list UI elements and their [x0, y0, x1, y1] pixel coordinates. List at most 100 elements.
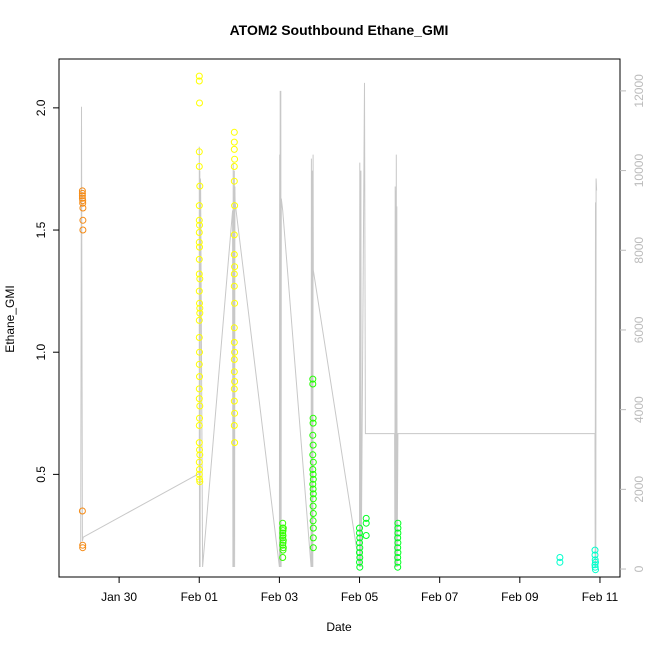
data-point [279, 529, 287, 537]
data-point [230, 338, 238, 346]
x-tick-label: Feb 05 [341, 590, 379, 604]
data-point [195, 202, 203, 210]
data-point [356, 549, 363, 557]
data-point [230, 145, 238, 153]
data-point [78, 507, 86, 515]
data-point [279, 527, 287, 535]
data-point [196, 466, 203, 473]
data-point [356, 554, 364, 561]
data-point [394, 554, 402, 561]
data-point [79, 199, 87, 207]
data-point [230, 422, 238, 429]
y2-tick-label: 4000 [632, 396, 646, 423]
data-point [591, 546, 599, 554]
data-point [309, 475, 317, 483]
y-tick-label: 1.5 [34, 221, 48, 238]
data-point [309, 485, 317, 493]
data-points [78, 72, 599, 574]
data-point [230, 368, 238, 376]
data-point [591, 556, 599, 564]
data-point [196, 99, 203, 107]
data-point [309, 544, 317, 552]
data-point [230, 163, 238, 170]
data-point [79, 541, 87, 549]
data-point [309, 480, 317, 488]
data-point [592, 566, 599, 574]
data-point [394, 563, 402, 571]
data-point [196, 221, 203, 229]
data-point [195, 458, 203, 466]
data-point [279, 554, 287, 561]
data-point [195, 270, 203, 278]
data-point [78, 187, 86, 195]
data-point [591, 561, 599, 569]
data-point [309, 451, 317, 459]
data-point [394, 539, 402, 547]
data-point [231, 409, 239, 417]
x-tick-label: Feb 11 [582, 590, 619, 604]
data-point [195, 148, 203, 156]
y2-tick-label: 8000 [632, 237, 646, 264]
data-point [196, 309, 204, 317]
data-point [195, 163, 203, 170]
data-point [309, 375, 317, 383]
data-point [196, 373, 203, 381]
y2-tick-label: 6000 [632, 316, 646, 343]
data-point [309, 431, 317, 439]
y2-tick-label: 2000 [632, 476, 646, 503]
data-point [309, 510, 317, 517]
data-point [195, 287, 203, 295]
data-point [230, 385, 238, 393]
x-tick-label: Feb 07 [421, 590, 459, 604]
data-point [195, 229, 203, 236]
data-point [394, 534, 402, 542]
data-point [195, 360, 203, 368]
data-point [309, 524, 317, 532]
data-point [195, 385, 203, 393]
data-point [309, 517, 317, 525]
y-axis-right: 0 2000 4000 6000 8000 10000 12000 [620, 74, 646, 572]
data-point [230, 282, 238, 290]
data-point [556, 558, 564, 566]
x-tick-label: Jan 30 [101, 590, 137, 604]
data-point [230, 177, 238, 185]
data-point [356, 539, 363, 547]
data-point [231, 202, 239, 210]
data-point [230, 270, 238, 278]
plot-frame [58, 58, 621, 578]
data-point [230, 231, 238, 239]
data-point [79, 226, 87, 234]
data-point [196, 243, 203, 251]
data-point [79, 204, 87, 212]
data-point [394, 524, 402, 532]
data-point [279, 539, 287, 547]
data-point [279, 536, 287, 544]
altitude-series [80, 82, 598, 568]
chart-title: ATOM2 Southbound Ethane_GMI [230, 22, 449, 38]
data-point [195, 216, 203, 224]
data-point [309, 502, 317, 510]
x-axis: Jan 30 Feb 01 Feb 03 Feb 05 Feb 07 Feb 09 Feb … [101, 577, 619, 604]
data-point [309, 470, 317, 478]
data-point [78, 189, 86, 197]
data-point [231, 263, 239, 271]
data-point [196, 304, 204, 312]
data-point [356, 529, 363, 537]
data-point [230, 251, 238, 258]
data-point [195, 422, 203, 429]
data-point [79, 216, 87, 224]
y-axis-label: Ethane_GMI [3, 285, 17, 352]
y2-tick-label: 12000 [632, 74, 646, 108]
y-tick-label: 0.5 [34, 466, 48, 483]
data-point [592, 558, 599, 566]
data-point [196, 299, 203, 307]
data-point [362, 514, 370, 522]
data-point [230, 356, 238, 363]
data-point [78, 194, 86, 202]
data-point [309, 419, 317, 427]
data-point [231, 378, 239, 385]
data-point [230, 397, 238, 405]
data-point [356, 558, 363, 566]
data-point [196, 475, 203, 483]
data-point [591, 551, 599, 559]
